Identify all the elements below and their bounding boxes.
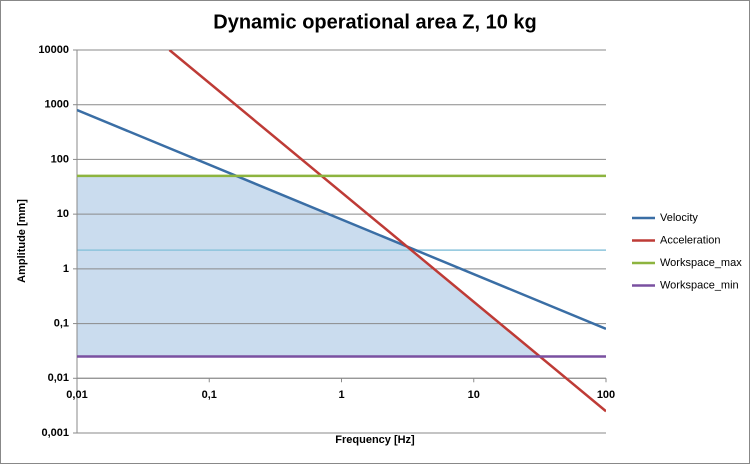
legend-label: Velocity xyxy=(660,212,698,224)
y-tick-label: 100 xyxy=(51,153,69,165)
y-tick-label: 10000 xyxy=(38,44,69,56)
x-tick-label: 100 xyxy=(597,389,615,401)
y-tick-label: 10 xyxy=(57,208,69,220)
x-tick-label: 0,01 xyxy=(66,389,87,401)
operational-area xyxy=(77,175,539,357)
y-tick-label: 0,1 xyxy=(54,317,69,329)
y-tick-label: 0,001 xyxy=(41,427,69,439)
series-line xyxy=(168,50,606,413)
legend-label: Workspace_min xyxy=(660,279,739,291)
x-tick-label: 10 xyxy=(468,389,480,401)
y-tick-label: 1000 xyxy=(45,99,69,111)
x-axis-label: Frequency [Hz] xyxy=(335,434,415,446)
y-axis-label: Amplitude [mm] xyxy=(16,199,28,283)
legend-label: Workspace_max xyxy=(660,257,742,269)
series-line xyxy=(77,108,606,331)
x-tick-label: 1 xyxy=(338,389,344,401)
legend-label: Acceleration xyxy=(660,234,721,246)
y-tick-label: 0,01 xyxy=(48,372,69,384)
y-tick-label: 1 xyxy=(63,263,69,275)
x-tick-label: 0,1 xyxy=(202,389,217,401)
chart-title: Dynamic operational area Z, 10 kg xyxy=(213,11,536,33)
